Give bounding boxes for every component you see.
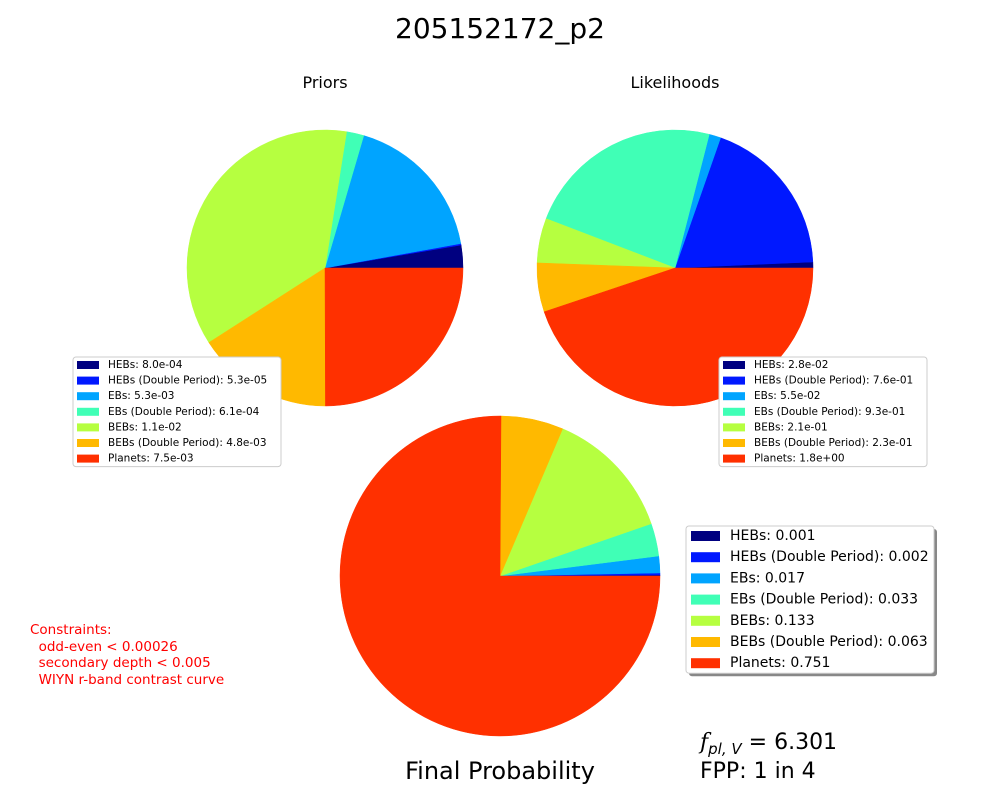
legend-label-planets: Planets: 7.5e-03 — [108, 453, 194, 465]
constraint-line: WIYN r-band contrast curve — [30, 671, 225, 688]
legend-label-bebs-double-period: BEBs (Double Period): 4.8e-03 — [108, 437, 267, 449]
legend-label-hebs: HEBs: 0.001 — [730, 528, 816, 544]
legend-label-ebs: EBs: 0.017 — [730, 570, 805, 586]
legend-swatch-ebs-double-period — [691, 594, 720, 605]
pie-slice-bebs — [499, 428, 652, 577]
legend-swatch-hebs-double-period — [77, 376, 99, 385]
fpl-symbol: f — [700, 730, 709, 755]
pie-slice-ebs-double-period — [545, 129, 710, 269]
priors-title: Priors — [302, 73, 347, 92]
legend-label-ebs-double-period: EBs (Double Period): 6.1e-04 — [108, 406, 260, 418]
legend-frame — [685, 525, 935, 674]
legend-swatch-planets — [723, 454, 745, 463]
pie-slice-ebs — [324, 135, 462, 269]
legend-label-planets: Planets: 0.751 — [730, 655, 830, 671]
fpl-subscript: pl, V — [708, 740, 742, 758]
legend-label-ebs-double-period: EBs (Double Period): 0.033 — [730, 592, 918, 608]
legend-swatch-hebs — [723, 361, 745, 369]
legend-label-bebs: BEBs: 1.1e-02 — [108, 421, 182, 433]
fpl-value: fpl, V = 6.301 — [700, 730, 837, 758]
legend-label-hebs-double-period: HEBs (Double Period): 5.3e-05 — [108, 375, 267, 387]
final-probability-title: Final Probability — [405, 757, 595, 785]
legend-label-hebs-double-period: HEBs (Double Period): 0.002 — [730, 549, 929, 565]
legend-swatch-planets — [691, 658, 720, 669]
legend-swatch-ebs-double-period — [723, 407, 745, 416]
constraint-line: secondary depth < 0.005 — [30, 655, 211, 671]
constraint-line: odd-even < 0.00026 — [30, 638, 178, 655]
likelihoods-title: Likelihoods — [631, 73, 720, 92]
priors-legend: HEBs: 8.0e-04 HEBs (Double Period): 5.3e-… — [72, 356, 282, 468]
legend-label-hebs: HEBs: 2.8e-02 — [754, 359, 828, 371]
legend-swatch-hebs-double-period — [723, 376, 745, 385]
legend-label-bebs-double-period: BEBs (Double Period): 2.3e-01 — [754, 437, 913, 449]
legend-swatch-hebs — [691, 531, 720, 541]
legend-swatch-bebs — [691, 615, 720, 626]
legend-label-bebs: BEBs: 2.1e-01 — [754, 421, 828, 433]
final-probability-pie — [339, 415, 661, 737]
legend-swatch-ebs — [691, 573, 720, 584]
legend-label-hebs: HEBs: 8.0e-04 — [108, 359, 183, 371]
pie-slice-planets — [324, 267, 464, 407]
final-probability-legend: HEBs: 0.001 HEBs (Double Period): 0.002 EB… — [685, 525, 937, 677]
legend-swatch-bebs-double-period — [77, 439, 99, 447]
legend-label-planets: Planets: 1.8e+00 — [754, 453, 845, 465]
legend-swatch-ebs-double-period — [77, 407, 99, 416]
pie-slice-planets — [339, 415, 661, 737]
legend-label-hebs-double-period: HEBs (Double Period): 7.6e-01 — [754, 375, 913, 387]
fpp-value: FPP: 1 in 4 — [700, 759, 816, 784]
likelihoods-legend: HEBs: 2.8e-02 HEBs (Double Period): 7.6e-… — [718, 356, 928, 468]
pie-slice-bebs — [186, 129, 347, 343]
legend-frame — [718, 356, 928, 468]
legend-swatch-ebs — [723, 392, 745, 401]
legend-frame — [72, 356, 282, 468]
legend-label-ebs: EBs: 5.3e-03 — [108, 390, 175, 402]
legend-swatch-bebs — [77, 423, 99, 432]
fpl-equals: = 6.301 — [741, 730, 838, 755]
legend-swatch-hebs-double-period — [691, 552, 720, 563]
figure-title: 205152172_p2 — [395, 12, 605, 45]
legend-swatch-hebs — [77, 361, 99, 369]
legend-label-ebs-double-period: EBs (Double Period): 9.3e-01 — [754, 406, 905, 418]
constraints-note: Constraints: odd-even < 0.00026 secondar… — [30, 622, 224, 688]
constraints-heading: Constraints: — [30, 622, 112, 638]
legend-label-bebs: BEBs: 0.133 — [730, 613, 815, 629]
legend-swatch-ebs — [77, 392, 99, 401]
legend-swatch-bebs — [723, 423, 745, 432]
legend-label-bebs-double-period: BEBs (Double Period): 0.063 — [730, 634, 928, 650]
legend-swatch-bebs-double-period — [691, 637, 720, 647]
legend-swatch-planets — [77, 454, 99, 463]
legend-label-ebs: EBs: 5.5e-02 — [754, 390, 821, 402]
legend-swatch-bebs-double-period — [723, 439, 745, 447]
